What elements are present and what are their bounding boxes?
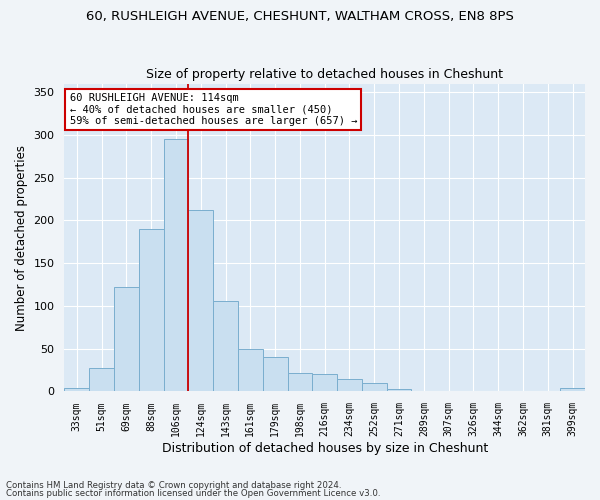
Text: 60, RUSHLEIGH AVENUE, CHESHUNT, WALTHAM CROSS, EN8 8PS: 60, RUSHLEIGH AVENUE, CHESHUNT, WALTHAM …: [86, 10, 514, 23]
Bar: [560, 388, 585, 392]
Bar: [114, 287, 139, 392]
Bar: [238, 348, 263, 392]
Y-axis label: Number of detached properties: Number of detached properties: [15, 144, 28, 330]
X-axis label: Distribution of detached houses by size in Cheshunt: Distribution of detached houses by size …: [161, 442, 488, 455]
Bar: [287, 372, 313, 392]
Text: Contains HM Land Registry data © Crown copyright and database right 2024.: Contains HM Land Registry data © Crown c…: [6, 481, 341, 490]
Bar: [213, 301, 238, 392]
Bar: [164, 139, 188, 392]
Text: 60 RUSHLEIGH AVENUE: 114sqm
← 40% of detached houses are smaller (450)
59% of se: 60 RUSHLEIGH AVENUE: 114sqm ← 40% of det…: [70, 93, 357, 126]
Bar: [139, 229, 164, 392]
Bar: [263, 358, 287, 392]
Bar: [362, 383, 386, 392]
Bar: [64, 388, 89, 392]
Bar: [337, 378, 362, 392]
Text: Contains public sector information licensed under the Open Government Licence v3: Contains public sector information licen…: [6, 488, 380, 498]
Bar: [313, 374, 337, 392]
Title: Size of property relative to detached houses in Cheshunt: Size of property relative to detached ho…: [146, 68, 503, 81]
Bar: [436, 390, 461, 392]
Bar: [386, 389, 412, 392]
Bar: [89, 368, 114, 392]
Bar: [188, 210, 213, 392]
Bar: [412, 390, 436, 392]
